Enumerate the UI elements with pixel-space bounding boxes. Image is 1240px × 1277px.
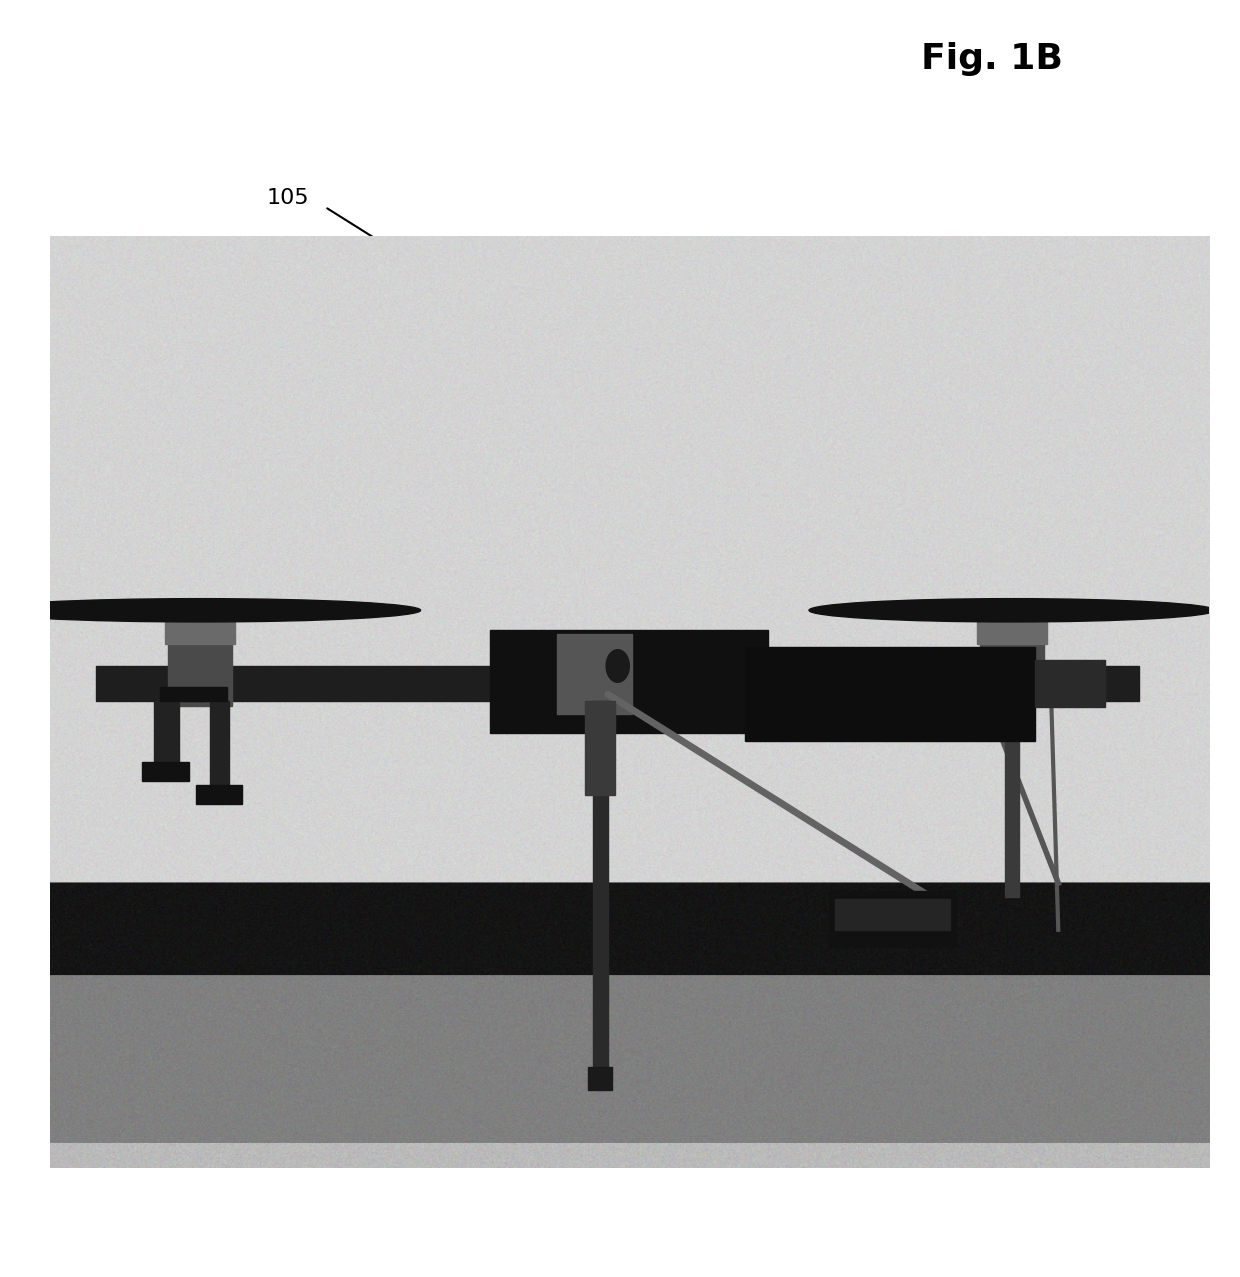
Ellipse shape (0, 599, 420, 622)
Bar (210, 701, 229, 785)
Text: 105: 105 (267, 188, 309, 208)
Text: 120: 120 (167, 1052, 210, 1073)
Text: 115: 115 (959, 1065, 1001, 1085)
Text: Fig. 1B: Fig. 1B (921, 42, 1063, 77)
Bar (828, 890, 956, 946)
Bar (557, 635, 632, 714)
Bar (745, 647, 1035, 741)
Bar (835, 899, 950, 930)
Bar (169, 617, 232, 706)
Bar (165, 617, 236, 644)
Bar (182, 697, 205, 701)
Bar (490, 630, 769, 733)
Bar (95, 667, 1140, 701)
Ellipse shape (808, 599, 1215, 622)
Bar (143, 762, 188, 780)
Ellipse shape (606, 650, 630, 682)
Bar (1035, 660, 1105, 707)
Bar (154, 701, 180, 762)
Bar (980, 617, 1044, 706)
Bar (1004, 697, 1019, 896)
Bar (585, 701, 615, 796)
Bar (593, 701, 608, 1077)
Bar (160, 687, 227, 701)
Bar (977, 617, 1047, 644)
Text: 117: 117 (642, 1091, 684, 1111)
Bar (196, 785, 242, 805)
Bar (588, 1068, 613, 1091)
